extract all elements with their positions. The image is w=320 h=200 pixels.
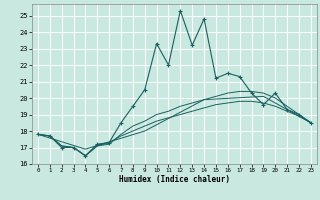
X-axis label: Humidex (Indice chaleur): Humidex (Indice chaleur) — [119, 175, 230, 184]
